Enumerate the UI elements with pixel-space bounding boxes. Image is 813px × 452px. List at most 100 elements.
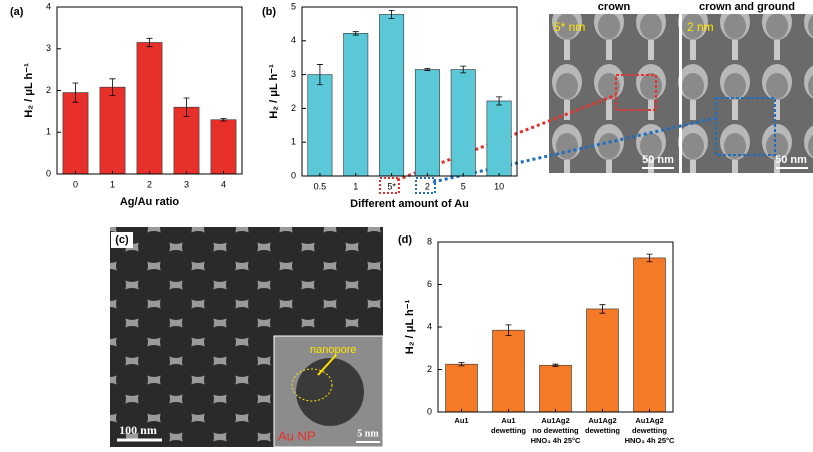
bar [414, 69, 440, 177]
highlight-box [615, 74, 657, 111]
y-tick-label: 0 [291, 170, 296, 180]
y-tick-label: 3 [46, 43, 51, 53]
x-tick-label: 4 [221, 179, 226, 189]
x-tick-label: Au1Ag2 [541, 416, 569, 425]
y-tick-label: 4 [427, 321, 432, 331]
x-tick-label: dewetting [491, 426, 526, 435]
x-tick-label: no dewetting [532, 426, 579, 435]
y-tick-label: 8 [427, 236, 432, 246]
y-axis-label: H₂ / μL h⁻¹ [404, 299, 416, 354]
x-tick-label: Au1 [501, 416, 515, 425]
error-bar [146, 37, 153, 48]
bar [486, 100, 512, 177]
y-tick-label: 1 [46, 127, 51, 137]
bar [445, 363, 478, 413]
bar [379, 14, 405, 177]
x-axis-label: Ag/Au ratio [120, 196, 180, 208]
bar [99, 86, 126, 175]
scale-label: 100 nm [119, 423, 157, 437]
y-axis-label: H₂ / μL h⁻¹ [23, 63, 35, 118]
y-tick-label: 6 [427, 279, 432, 289]
panel-label: (c) [115, 234, 129, 246]
x-tick-label: 2 [147, 179, 152, 189]
error-bar [496, 96, 503, 106]
plot-frame [437, 241, 674, 413]
x-tick-label: Au1 [454, 416, 468, 425]
y-tick-label: 0 [427, 406, 432, 416]
error-bar [352, 31, 359, 36]
highlight-box [379, 177, 400, 194]
arrow [432, 116, 717, 184]
error-bar [460, 65, 467, 74]
error-bar [220, 118, 227, 122]
scale-label: 50 nm [642, 154, 674, 166]
y-tick-label: 4 [46, 1, 51, 11]
x-tick-label: dewetting [632, 426, 667, 435]
x-tick-label: 1 [353, 181, 358, 191]
y-tick-label: 2 [291, 103, 296, 113]
error-bar [388, 9, 395, 19]
bar [633, 257, 666, 413]
x-tick-label: 5 [461, 181, 466, 191]
sem-image [549, 0, 679, 173]
image-title: crown and ground [699, 1, 795, 13]
arrow [317, 354, 337, 376]
highlight-box [715, 97, 776, 156]
x-tick-label: Au1Ag2 [635, 416, 663, 425]
x-tick-label: 5* [387, 181, 396, 191]
image-title: crown [598, 1, 631, 13]
x-tick-label: HNO₃ 4h 25°C [531, 436, 581, 445]
error-bar [316, 64, 323, 86]
error-bar [109, 78, 116, 96]
y-tick-label: 1 [291, 137, 296, 147]
x-axis-label: Different amount of Au [350, 198, 469, 210]
label-bg [111, 232, 133, 248]
error-bar [72, 82, 79, 103]
nanoparticle [296, 358, 364, 426]
bar [62, 92, 89, 175]
error-bar [458, 362, 465, 367]
x-tick-label: 10 [494, 181, 504, 191]
panel-label: (a) [10, 6, 24, 18]
plot-frame [56, 6, 243, 175]
x-tick-label: dewetting [585, 426, 620, 435]
scale-label: 5 nm [357, 428, 379, 439]
bar [307, 74, 333, 177]
image-label: 2 nm [687, 20, 714, 34]
image-label: 5* nm [554, 20, 585, 34]
y-tick-label: 2 [46, 85, 51, 95]
y-tick-label: 2 [427, 364, 432, 374]
plot-frame [301, 6, 518, 177]
y-tick-label: 3 [291, 69, 296, 79]
bar [210, 119, 237, 175]
x-tick-label: 2 [425, 181, 430, 191]
highlight-box [415, 177, 436, 194]
x-tick-label: 3 [184, 179, 189, 189]
y-axis-label: H₂ / μL h⁻¹ [268, 64, 280, 119]
panel-label: (b) [262, 6, 276, 18]
error-bar [599, 304, 606, 314]
header-bg [682, 0, 813, 14]
header-bg [549, 0, 679, 14]
bar [492, 329, 525, 413]
bar [136, 42, 163, 175]
error-bar [646, 253, 653, 263]
error-bar [552, 363, 559, 367]
bar [343, 33, 369, 177]
y-tick-label: 0 [46, 168, 51, 178]
y-tick-label: 4 [291, 35, 296, 45]
annotation: nanopore [310, 344, 357, 356]
x-tick-label: 0.5 [314, 181, 327, 191]
x-tick-label: 0 [73, 179, 78, 189]
error-bar [424, 68, 431, 71]
bar [539, 364, 572, 413]
y-tick-label: 5 [291, 1, 296, 11]
sem-image [682, 0, 813, 173]
panel-label: (d) [398, 234, 412, 246]
x-tick-label: Au1Ag2 [588, 416, 616, 425]
bar [450, 69, 476, 177]
error-bar [183, 97, 190, 117]
nanopore-outline [291, 368, 333, 402]
scale-label: 50 nm [775, 154, 807, 166]
